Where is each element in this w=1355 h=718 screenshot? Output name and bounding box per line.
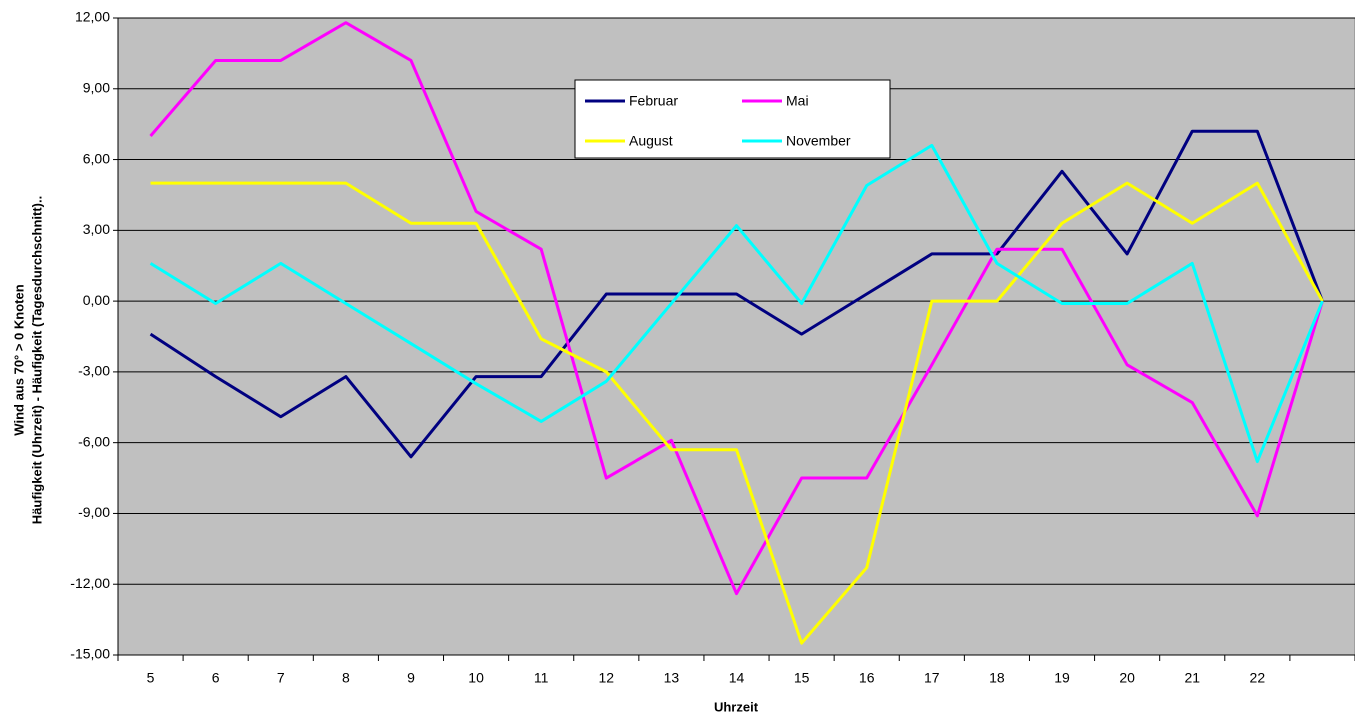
legend-label: August xyxy=(629,133,673,149)
y-tick-label: 6,00 xyxy=(83,150,110,166)
legend: Februar Mai August November xyxy=(574,79,891,159)
y-axis-title: Häufigkeit (Uhrzeit) - Häufigkeit (Tages… xyxy=(29,196,44,524)
y-tick-label: -6,00 xyxy=(78,433,110,449)
series-line xyxy=(149,129,1324,459)
x-tick-label: 9 xyxy=(407,670,415,686)
series-line xyxy=(149,143,1324,464)
legend-label: Mai xyxy=(786,93,809,109)
x-tick-label: 16 xyxy=(859,670,875,686)
x-tick-label: 22 xyxy=(1250,670,1266,686)
x-tick-label: 6 xyxy=(212,670,220,686)
series-line xyxy=(150,181,1324,645)
y-axis-title: Wind aus 70° > 0 Knoten xyxy=(11,284,26,435)
x-tick-label: 21 xyxy=(1184,670,1200,686)
x-tick-label: 11 xyxy=(534,670,549,686)
legend-box xyxy=(574,79,891,159)
x-tick-label: 12 xyxy=(599,670,615,686)
x-tick-label: 18 xyxy=(989,670,1005,686)
y-tick-label: 0,00 xyxy=(83,292,110,308)
x-tick-label: 10 xyxy=(468,670,484,686)
x-tick-label: 14 xyxy=(729,670,745,686)
x-tick-label: 13 xyxy=(664,670,680,686)
y-tick-label: -15,00 xyxy=(70,646,110,662)
y-tick-label: -3,00 xyxy=(78,363,110,379)
x-tick-label: 5 xyxy=(147,670,155,686)
legend-label: Februar xyxy=(629,93,678,109)
y-tick-label: 12,00 xyxy=(75,9,110,25)
x-tick-label: 19 xyxy=(1054,670,1070,686)
x-tick-label: 7 xyxy=(277,670,285,686)
y-tick-label: 9,00 xyxy=(83,79,110,95)
legend-label: November xyxy=(786,133,851,149)
y-tick-label: -9,00 xyxy=(78,504,110,520)
x-tick-label: 20 xyxy=(1119,670,1135,686)
y-tick-label: -12,00 xyxy=(70,575,110,591)
series-line xyxy=(149,21,1324,596)
x-axis-title: Uhrzeit xyxy=(714,699,759,714)
y-tick-label: 3,00 xyxy=(83,221,110,237)
x-tick-label: 17 xyxy=(924,670,940,686)
x-tick-label: 15 xyxy=(794,670,810,686)
x-tick-label: 8 xyxy=(342,670,350,686)
